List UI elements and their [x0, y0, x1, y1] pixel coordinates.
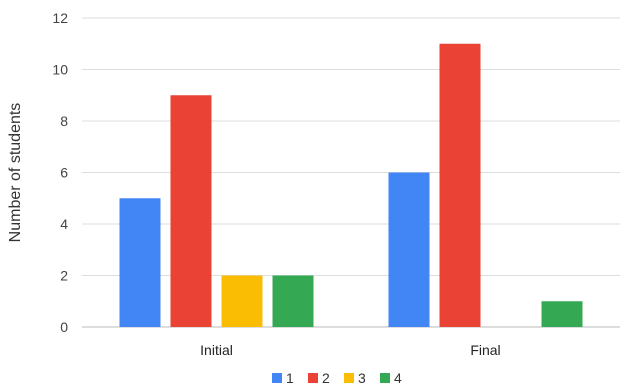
legend-swatch [308, 373, 318, 383]
legend-swatch [380, 373, 390, 383]
legend: 1 2 3 4 [272, 370, 402, 386]
bar-initial-series-1 [119, 198, 161, 327]
bar-initial-series-2 [170, 95, 212, 327]
bars [119, 43, 583, 327]
bar-final-series-1 [388, 172, 430, 327]
legend-swatch [272, 373, 282, 383]
legend-label: 1 [286, 370, 294, 386]
y-axis-ticks: 0 2 4 6 8 10 12 [52, 10, 68, 335]
bar-final-series-4 [541, 301, 583, 327]
x-category-label: Initial [200, 342, 233, 358]
y-tick-label: 12 [52, 10, 68, 26]
legend-swatch [344, 373, 354, 383]
bar-initial-series-3 [221, 275, 263, 327]
gridlines [82, 17, 620, 328]
legend-label: 2 [322, 370, 330, 386]
x-category-label: Final [470, 342, 500, 358]
legend-label: 4 [394, 370, 402, 386]
y-tick-label: 4 [60, 216, 68, 232]
legend-label: 3 [358, 370, 366, 386]
y-tick-label: 2 [60, 268, 68, 284]
y-tick-label: 10 [52, 62, 68, 78]
y-axis-title: Number of students [7, 103, 24, 243]
bar-initial-series-4 [272, 275, 314, 327]
bar-final-series-2 [439, 43, 481, 327]
y-tick-label: 8 [60, 113, 68, 129]
x-axis-categories: Initial Final [200, 342, 501, 358]
y-tick-label: 6 [60, 165, 68, 181]
y-tick-label: 0 [60, 319, 68, 335]
